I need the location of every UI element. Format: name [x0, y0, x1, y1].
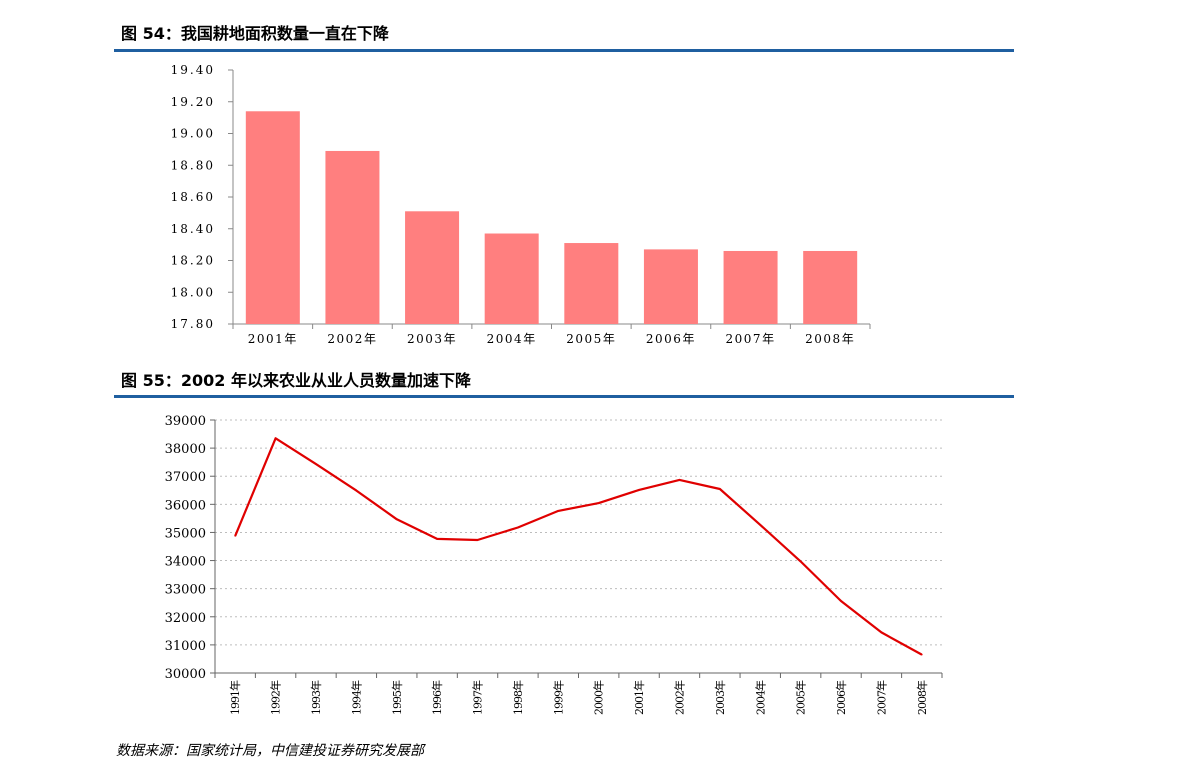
x-tick-label: 2006年 [834, 680, 848, 715]
x-tick-label: 1998年 [511, 680, 525, 715]
data-point [759, 524, 762, 526]
y-tick-label: 18.40 [171, 222, 215, 236]
data-point [719, 488, 721, 490]
x-tick-label: 2001年 [632, 680, 646, 715]
x-tick-label: 1994年 [349, 680, 363, 715]
y-tick-label: 39000 [165, 414, 206, 429]
figure-55-title: 图 55：2002 年以来农业从业人员数量加速下降 [121, 371, 471, 390]
y-tick-label: 18.20 [171, 254, 215, 268]
x-tick-label: 2007年 [726, 332, 776, 346]
y-tick-label: 33000 [165, 583, 206, 598]
x-tick-label: 2007年 [874, 680, 888, 715]
line-chart: 30000 31000 32000 33000 34000 35000 36000 37000… [165, 414, 943, 715]
x-tick-label: 2005年 [794, 680, 808, 715]
data-point [678, 479, 681, 481]
x-tick-label: 1992年 [269, 680, 283, 715]
x-tick-label: 2004年 [487, 332, 537, 346]
series-line [234, 437, 923, 656]
y-tick-label: 31000 [165, 639, 206, 654]
data-point [395, 518, 398, 521]
y-tick-label: 18.00 [171, 285, 215, 299]
bar [803, 250, 858, 324]
data-point [315, 463, 317, 465]
data-point [436, 538, 438, 540]
y-tick-label: 19.00 [171, 127, 215, 141]
x-tick-label: 2003年 [407, 332, 457, 346]
x-tick-label: 2001年 [248, 332, 298, 346]
x-tick-label: 1999年 [551, 680, 565, 715]
bar-chart: 17.80 18.00 18.20 18.40 18.60 18.80 19.00 19.20… [171, 63, 871, 346]
data-point [274, 437, 277, 440]
figure-55-rule [114, 395, 1014, 398]
figure-54-title: 图 54：我国耕地面积数量一直在下降 [121, 24, 389, 43]
bar [643, 249, 698, 324]
x-tick-label: 2002年 [327, 332, 377, 346]
figure-54-rule [114, 49, 1014, 52]
x-tick-label: 2006年 [646, 332, 696, 346]
data-point [921, 653, 923, 656]
data-point [799, 560, 802, 563]
y-tick-label: 34000 [165, 555, 206, 570]
x-tick-label: 1997年 [471, 680, 485, 715]
x-tick-label: 2000年 [592, 680, 606, 715]
x-tick-label: 2005年 [566, 332, 616, 346]
data-point [517, 526, 519, 529]
x-tick-label: 2004年 [753, 680, 767, 715]
bar [484, 233, 539, 324]
bar [245, 111, 300, 325]
y-tick-label: 18.80 [171, 158, 215, 172]
y-tick-label: 37000 [165, 470, 206, 485]
y-tick-label: 18.60 [171, 190, 215, 204]
data-point [840, 600, 842, 602]
bar [405, 211, 460, 324]
y-tick-label: 17.80 [171, 317, 215, 331]
data-point [880, 631, 883, 634]
data-point [355, 489, 358, 492]
bar [564, 243, 619, 324]
bar [723, 250, 778, 324]
y-tick-label: 38000 [165, 442, 206, 457]
x-tick-label: 2008年 [805, 332, 855, 346]
x-tick-label: 1995年 [390, 680, 404, 715]
data-point [638, 489, 640, 491]
data-point [597, 502, 600, 504]
data-point [557, 510, 560, 512]
x-tick-label: 1993年 [309, 680, 323, 715]
y-tick-label: 35000 [165, 526, 206, 541]
y-tick-label: 36000 [165, 498, 206, 513]
y-tick-label: 19.20 [171, 95, 215, 109]
x-tick-label: 1991年 [228, 680, 242, 715]
bar [325, 150, 380, 324]
data-point [476, 539, 479, 541]
y-tick-label: 30000 [165, 667, 206, 682]
x-tick-label: 2002年 [672, 680, 686, 715]
data-point [234, 535, 236, 537]
x-tick-label: 1996年 [430, 680, 444, 715]
y-tick-label: 19.40 [171, 63, 215, 77]
y-tick-label: 32000 [165, 611, 206, 626]
x-tick-label: 2003年 [713, 680, 727, 715]
x-tick-label: 2008年 [915, 680, 929, 715]
source-note: 数据来源：国家统计局，中信建投证券研究发展部 [116, 743, 424, 759]
